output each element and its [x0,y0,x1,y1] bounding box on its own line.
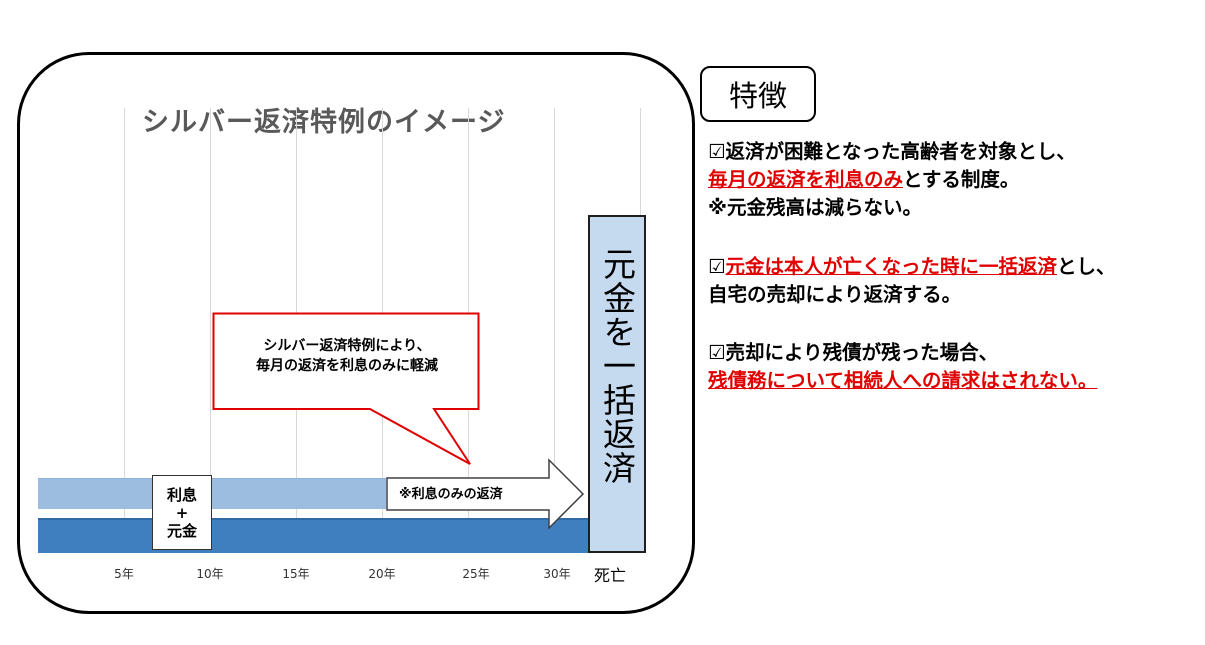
interest-plus-principal-box: 利息 + 元金 [152,475,212,550]
callout-line1: シルバー返済特例により、 [263,338,431,354]
tick-label-20: 20年 [368,567,396,581]
tick-label-15: 15年 [282,567,310,581]
diagram-title: シルバー返済特例のイメージ [142,107,506,138]
feature-2-line1-rest: とし、 [1057,255,1116,278]
feature-3-highlight: 残債務について相続人への請求はされない。 [708,369,1098,392]
loan-balance-bar [38,518,588,553]
lump-sum-repayment-box: 元金を一括返済 [588,215,646,553]
feature-item-1: ☑返済が困難となった高齢者を対象とし、 毎月の返済を利息のみとする制度。 ※元金… [708,138,1076,222]
feature-item-3: ☑売却により残債が残った場合、 残債務について相続人への請求はされない。 [708,339,1097,395]
diagram-frame [17,52,695,614]
principal-box-line1: 利息 [166,485,197,504]
tick-label-25: 25年 [462,567,490,581]
feature-2-highlight: 元金は本人が亡くなった時に一括返済 [725,255,1057,278]
tick-label-5: 5年 [114,567,134,581]
interest-principal-bar [38,478,386,509]
feature-item-2: ☑元金は本人が亡くなった時に一括返済とし、 自宅の売却により返済する。 [708,253,1116,309]
feature-1-line3: ※元金残高は減らない。 [708,196,922,219]
tick-label-10: 10年 [196,567,224,581]
gridline [554,108,555,553]
callout-line2: 毎月の返済を利息のみに軽減 [256,358,438,374]
checkbox-icon: ☑ [708,140,726,163]
callout-bubble [212,312,480,465]
checkbox-icon: ☑ [708,255,726,278]
gridline [124,108,125,553]
lump-sum-label: 元金を一括返済 [597,247,637,485]
feature-1-highlight: 毎月の返済を利息のみ [708,168,904,191]
feature-3-line1: 売却により残債が残った場合、 [725,341,999,364]
death-label: 死亡 [594,566,627,585]
interest-only-arrow [386,458,585,530]
features-heading: 特徴 [700,66,816,122]
tick-label-30: 30年 [543,567,571,581]
gridline [210,108,211,553]
interest-only-arrow-label: ※利息のみの返済 [399,487,503,502]
feature-1-line1: 返済が困難となった高齢者を対象とし、 [725,140,1076,163]
checkbox-icon: ☑ [708,341,726,364]
feature-2-line2: 自宅の売却により返済する。 [708,283,962,306]
principal-box-line2: + [175,503,189,522]
feature-1-line2-rest: とする制度。 [903,168,1020,191]
principal-box-line3: 元金 [166,521,197,540]
callout-text: シルバー返済特例により、 毎月の返済を利息のみに軽減 [218,336,476,376]
